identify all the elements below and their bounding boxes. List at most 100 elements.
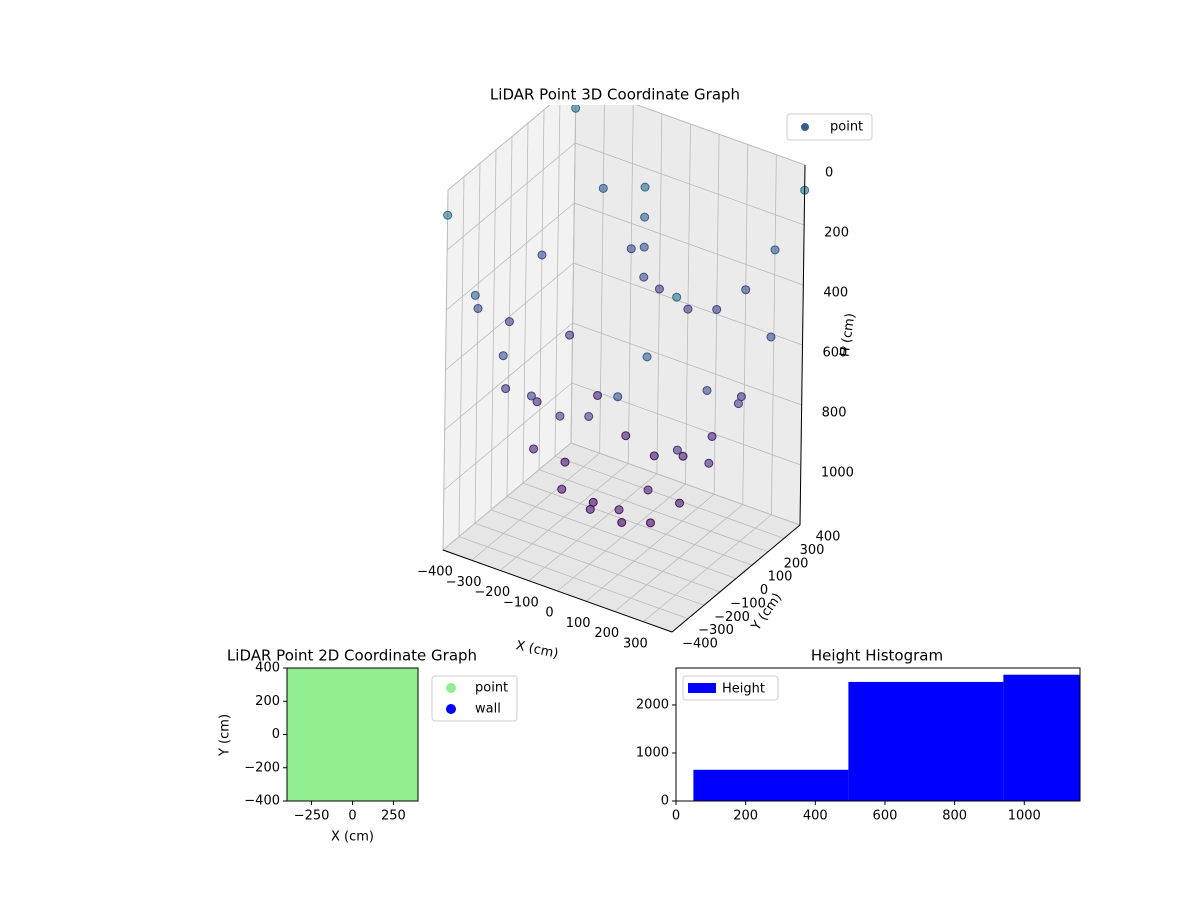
point bbox=[565, 330, 575, 340]
x-axis-label: X (cm) bbox=[514, 638, 559, 662]
grid-line bbox=[570, 442, 801, 526]
y-tick-label: −200 bbox=[244, 760, 280, 775]
y-tick-label: 200 bbox=[784, 556, 809, 571]
point bbox=[639, 272, 649, 282]
grid-line bbox=[443, 382, 573, 491]
y-tick-label: 2000 bbox=[636, 697, 669, 712]
z-axis-label: H (cm) bbox=[838, 312, 859, 358]
legend-marker bbox=[446, 704, 456, 714]
legend-label: wall bbox=[475, 702, 501, 717]
y-tick-label: 400 bbox=[816, 530, 841, 545]
point bbox=[501, 384, 511, 394]
y-tick-label: 0 bbox=[272, 727, 280, 742]
point bbox=[640, 182, 650, 192]
point bbox=[560, 457, 570, 467]
point bbox=[526, 391, 536, 401]
plot-3d bbox=[442, 105, 810, 633]
grid-line bbox=[445, 262, 574, 371]
grid-line bbox=[636, 105, 806, 166]
point bbox=[704, 458, 714, 468]
point bbox=[532, 397, 542, 407]
point bbox=[707, 431, 717, 441]
grid-line bbox=[444, 322, 573, 431]
chart-title: LiDAR Point 3D Coordinate Graph bbox=[490, 86, 740, 104]
x-tick-label: 400 bbox=[803, 809, 828, 824]
grid-line bbox=[571, 382, 801, 466]
legend-label: point bbox=[830, 120, 863, 135]
z-tick-label: 200 bbox=[824, 226, 849, 241]
x-tick-label: −400 bbox=[417, 565, 453, 580]
y-tick-label: −100 bbox=[730, 596, 766, 611]
point bbox=[683, 304, 693, 314]
y-tick-label: 1000 bbox=[636, 745, 669, 760]
grid-line bbox=[554, 455, 785, 539]
bar bbox=[1003, 674, 1080, 801]
x-tick-label: 200 bbox=[594, 626, 619, 641]
legend-label: Height bbox=[722, 682, 765, 697]
y-tick-label: 0 bbox=[661, 794, 669, 809]
point bbox=[770, 245, 780, 255]
point bbox=[470, 290, 480, 300]
point bbox=[473, 303, 483, 313]
bar bbox=[693, 769, 849, 801]
legend-label: point bbox=[475, 681, 508, 696]
point bbox=[626, 244, 636, 254]
point bbox=[598, 183, 608, 193]
point bbox=[613, 392, 623, 402]
point bbox=[736, 392, 746, 402]
point bbox=[614, 505, 624, 515]
grid-line bbox=[506, 496, 737, 579]
grid-line bbox=[446, 202, 575, 311]
x-tick-label: 800 bbox=[942, 809, 967, 824]
axes-frame bbox=[286, 667, 419, 802]
point bbox=[678, 451, 688, 461]
x-tick-label: 0 bbox=[348, 809, 356, 824]
y-tick-label: 100 bbox=[768, 570, 793, 585]
grid-line bbox=[490, 509, 721, 593]
legend-marker bbox=[688, 683, 716, 693]
y-tick-label: 300 bbox=[800, 543, 825, 558]
y-tick-label: 400 bbox=[255, 661, 280, 676]
z-tick-label: 1000 bbox=[821, 466, 854, 481]
x-tick-label: 100 bbox=[566, 616, 591, 631]
x-tick-label: −200 bbox=[474, 585, 510, 600]
y-axis bbox=[671, 524, 801, 633]
grid-line bbox=[447, 105, 551, 191]
y-axis-label: Y (cm) bbox=[218, 714, 233, 757]
grid-line bbox=[572, 322, 802, 406]
x-axis-label: X (cm) bbox=[331, 830, 374, 845]
point bbox=[555, 411, 565, 421]
y-tick-label: −200 bbox=[714, 610, 750, 625]
grid-line bbox=[573, 262, 803, 346]
z-tick-label: 0 bbox=[825, 166, 833, 181]
grid-line bbox=[574, 202, 804, 286]
point bbox=[621, 431, 631, 441]
point bbox=[504, 317, 514, 327]
x-tick-label: 0 bbox=[545, 606, 553, 621]
point bbox=[588, 497, 598, 507]
x-tick-label: 1000 bbox=[1008, 809, 1041, 824]
x-tick-label: 300 bbox=[623, 636, 648, 651]
point bbox=[643, 485, 653, 495]
legend-box bbox=[682, 675, 779, 701]
x-tick-label: 600 bbox=[873, 809, 898, 824]
grid-line bbox=[458, 536, 689, 620]
point bbox=[712, 304, 722, 314]
grid-line bbox=[522, 482, 753, 566]
x-tick-label: 200 bbox=[733, 809, 758, 824]
point bbox=[675, 498, 685, 508]
point bbox=[571, 105, 581, 113]
x-tick-label: 250 bbox=[381, 809, 406, 824]
point bbox=[639, 242, 649, 252]
z-axis bbox=[799, 164, 806, 526]
point bbox=[593, 390, 603, 400]
point bbox=[529, 444, 539, 454]
point bbox=[645, 518, 655, 528]
point bbox=[672, 292, 682, 302]
x-tick-label: −300 bbox=[446, 575, 482, 590]
point bbox=[766, 332, 776, 342]
point bbox=[443, 210, 453, 220]
x-tick-label: 0 bbox=[672, 809, 680, 824]
x-tick-label: −100 bbox=[503, 595, 539, 610]
